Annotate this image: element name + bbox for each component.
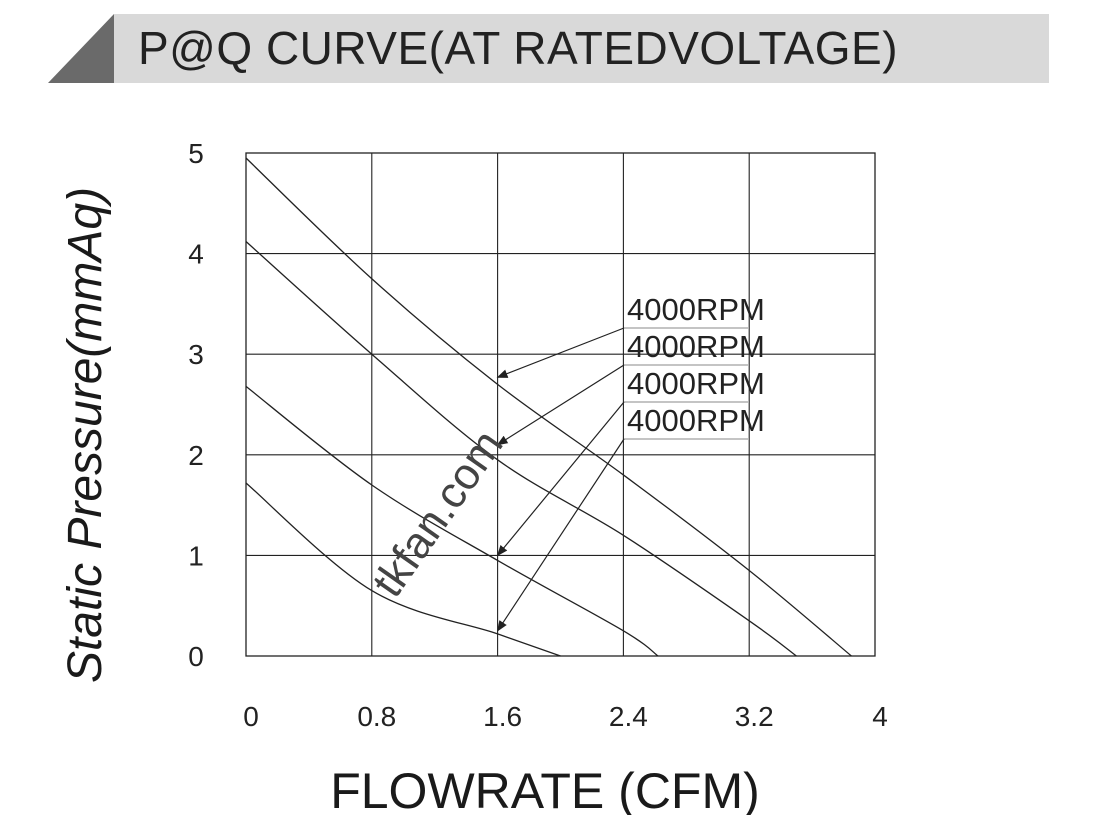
rpm-label-1: 4000RPM	[627, 292, 765, 327]
chart-curves	[245, 157, 852, 657]
rpm-arrow-3	[496, 401, 625, 557]
x-tick-labels: 0 0.8 1.6 2.4 3.2 4	[243, 701, 888, 732]
header-bar	[48, 14, 1049, 83]
y-tick-label: 0	[188, 641, 204, 672]
y-tick-label: 2	[188, 440, 204, 471]
y-tick-label: 3	[188, 339, 204, 370]
x-tick-label: 3.2	[735, 701, 774, 732]
x-tick-label: 0.8	[357, 701, 396, 732]
rpm-arrow-4	[496, 438, 625, 632]
x-tick-label: 0	[243, 701, 259, 732]
series-line-4	[245, 482, 561, 657]
series-line-2	[245, 241, 797, 657]
page-title: P@Q CURVE(AT RATEDVOLTAGE)	[138, 22, 899, 74]
rpm-arrow-2	[496, 364, 625, 446]
y-tick-label: 1	[188, 540, 204, 571]
rpm-label-3: 4000RPM	[627, 366, 765, 401]
chart-grid	[245, 152, 876, 657]
rpm-arrow-1	[496, 327, 625, 378]
y-tick-label: 4	[188, 239, 204, 270]
rpm-label-2: 4000RPM	[627, 329, 765, 364]
watermark: tkfan.com	[363, 421, 513, 605]
series-line-1	[245, 157, 852, 657]
header-corner-icon	[48, 14, 114, 83]
rpm-label-4: 4000RPM	[627, 403, 765, 438]
series-line-3	[245, 385, 659, 657]
x-tick-label: 1.6	[483, 701, 522, 732]
y-tick-label: 5	[188, 138, 204, 169]
x-axis-title: FLOWRATE (CFM)	[330, 763, 760, 815]
x-tick-label: 4	[872, 701, 888, 732]
y-axis-title: Static Pressure(mmAq)	[59, 187, 112, 683]
x-tick-label: 2.4	[609, 701, 648, 732]
y-tick-labels: 0 1 2 3 4 5	[188, 138, 204, 672]
